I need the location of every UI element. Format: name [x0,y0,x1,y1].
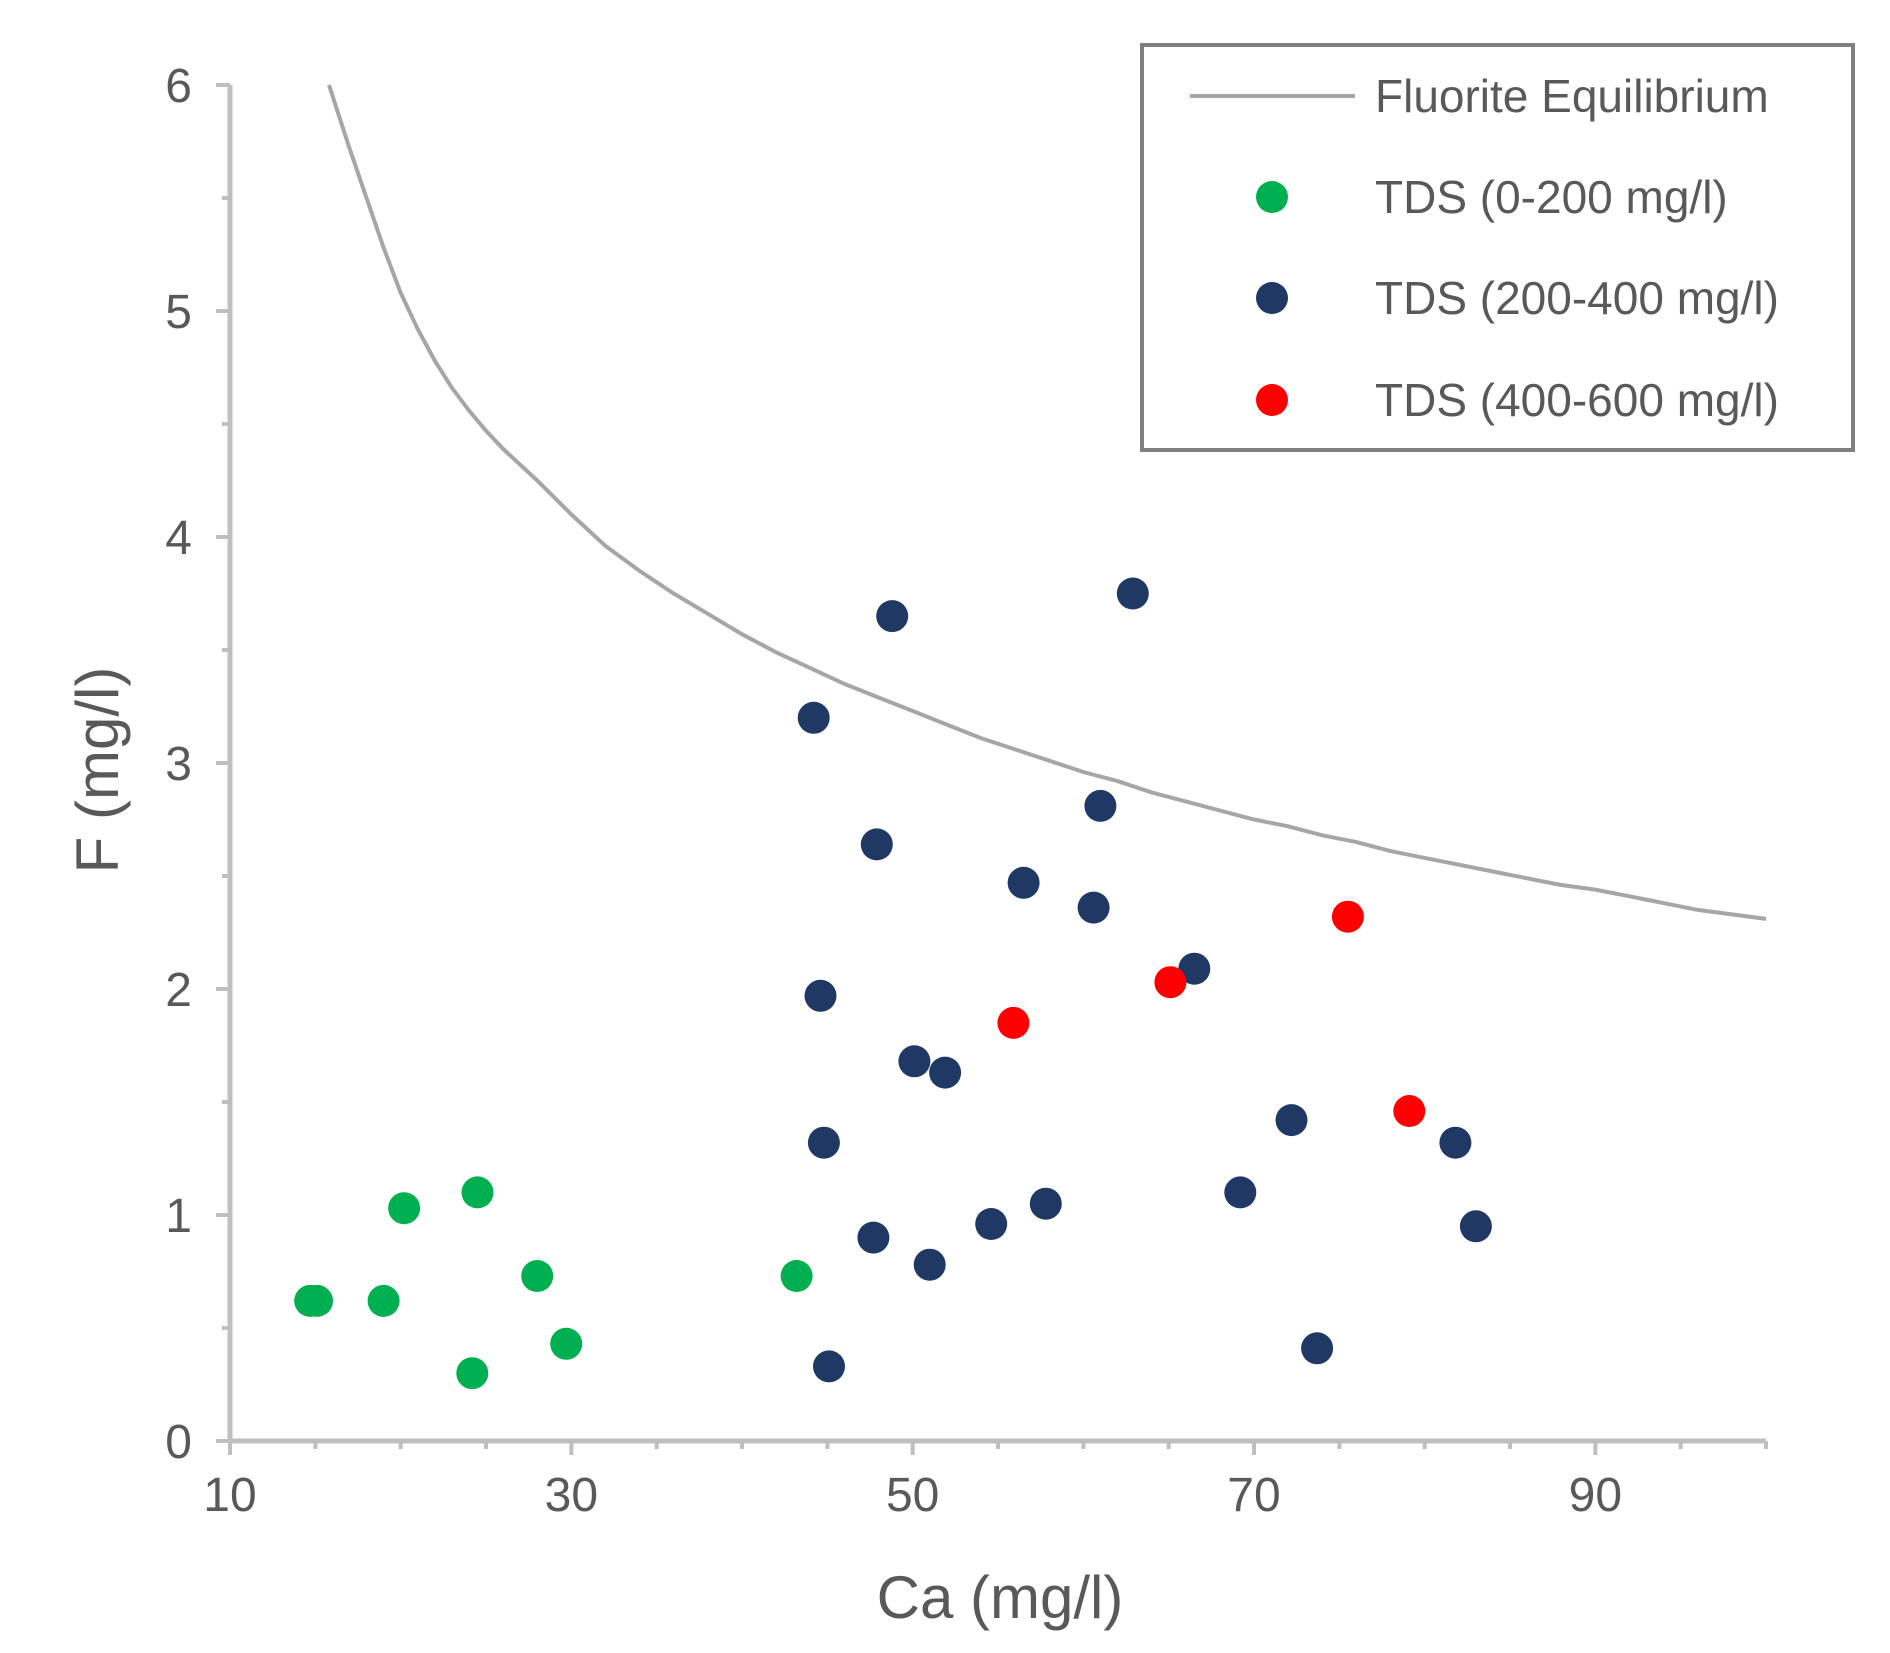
data-point-tds-200-400 [1275,1104,1308,1137]
data-point-tds-200-400 [913,1248,946,1281]
data-point-tds-200-400 [975,1208,1008,1240]
data-point-tds-0-200 [780,1260,813,1292]
data-point-tds-0-200 [367,1284,400,1317]
y-tick-label: 5 [165,286,192,339]
data-point-tds-400-600 [1154,966,1187,999]
legend-box [1140,43,1855,452]
data-point-tds-200-400 [860,828,893,861]
data-point-tds-200-400 [1439,1126,1472,1159]
x-tick-label: 50 [886,1469,939,1522]
data-point-tds-0-200 [461,1176,494,1209]
y-axis-title: F (mg/l) [64,667,131,874]
y-tick-label: 0 [165,1416,192,1469]
data-point-tds-200-400 [1116,577,1149,610]
y-tick-label: 1 [165,1190,192,1243]
data-point-tds-200-400 [929,1056,962,1089]
legend-label-curve: Fluorite Equilibrium [1375,70,1769,122]
x-axis-title: Ca (mg/l) [877,1564,1124,1631]
x-tick-label: 90 [1569,1469,1622,1522]
legend: Fluorite Equilibrium TDS (0-200 mg/l) TD… [1140,43,1855,452]
data-point-tds-200-400 [1007,866,1040,899]
axes: 0 1 2 3 4 5 6 10 30 50 70 90 [165,60,1768,1522]
legend-label-tds-400-600: TDS (400-600 mg/l) [1375,374,1779,426]
fluorite-equilibrium-curve [327,84,1767,921]
plot-area [294,84,1767,1390]
data-point-tds-400-600 [1331,900,1364,933]
data-point-tds-200-400 [898,1045,931,1078]
legend-label-tds-0-200: TDS (0-200 mg/l) [1375,171,1728,223]
x-tick-label: 30 [545,1469,598,1522]
y-tick-label: 6 [165,60,192,113]
data-point-tds-0-200 [550,1327,583,1360]
data-point-tds-200-400 [1459,1210,1492,1243]
data-point-tds-200-400 [1084,789,1117,822]
data-point-tds-0-200 [301,1284,333,1317]
data-point-tds-200-400 [807,1126,840,1159]
x-tick-label: 70 [1227,1469,1280,1522]
data-point-tds-200-400 [857,1221,890,1254]
data-point-tds-200-400 [804,979,837,1012]
legend-marker-tds-200-400 [1256,282,1288,314]
legend-marker-tds-400-600 [1256,384,1288,416]
data-point-tds-200-400 [813,1350,845,1383]
data-point-tds-200-400 [1301,1332,1334,1365]
data-point-tds-200-400 [1077,891,1110,924]
data-point-tds-400-600 [1393,1095,1426,1127]
x-tick-label: 10 [203,1469,256,1522]
data-point-tds-0-200 [456,1357,489,1390]
data-point-tds-200-400 [876,600,909,633]
y-tick-label: 4 [165,512,192,565]
data-point-tds-200-400 [1224,1176,1257,1209]
legend-label-tds-200-400: TDS (200-400 mg/l) [1375,272,1779,324]
data-point-tds-200-400 [1178,952,1211,985]
legend-marker-tds-0-200 [1256,181,1288,213]
data-point-tds-200-400 [797,701,830,734]
data-point-tds-0-200 [388,1192,421,1225]
data-point-tds-200-400 [1029,1187,1062,1220]
data-point-tds-0-200 [521,1260,554,1292]
data-point-tds-400-600 [997,1006,1030,1039]
y-tick-label: 2 [165,964,192,1017]
y-tick-label: 3 [165,738,192,791]
